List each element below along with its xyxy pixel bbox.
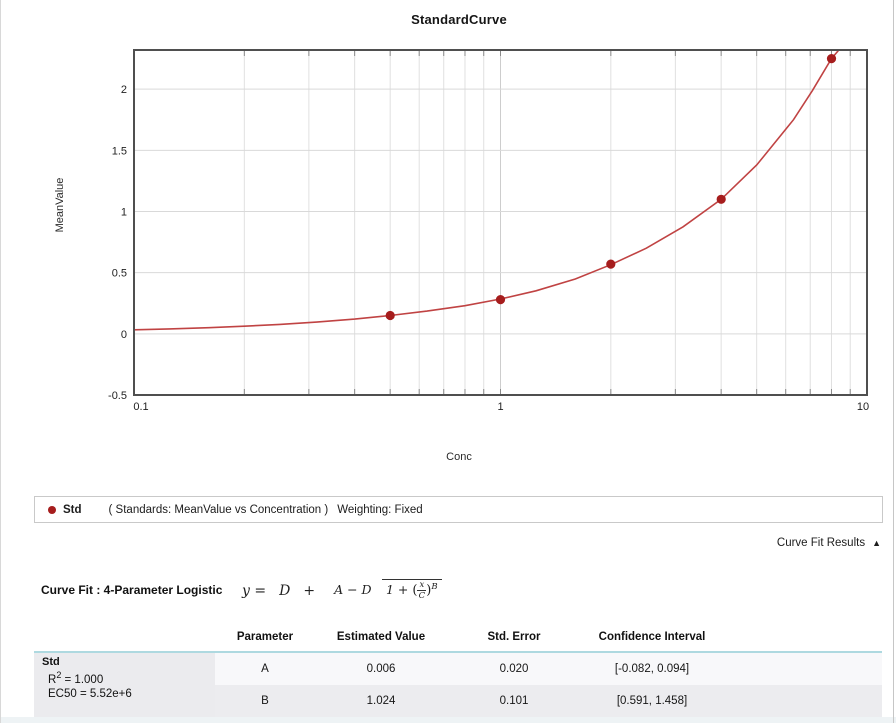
svg-text:0.1: 0.1 xyxy=(133,401,148,413)
formula-exponent: B xyxy=(431,581,438,592)
header-confidence-interval: Confidence Interval xyxy=(598,631,706,643)
cell-estimated-value: 0.006 xyxy=(366,663,396,675)
cell-parameter: B xyxy=(261,695,269,707)
curve-fit-results-toggle[interactable]: Curve Fit Results ▲ xyxy=(777,537,881,549)
formula-numerator: A − D xyxy=(334,582,372,597)
svg-text:1: 1 xyxy=(497,401,503,413)
header-std-error: Std. Error xyxy=(487,631,541,643)
formula-fraction: A − D 1 + (x C)B xyxy=(328,579,442,601)
standard-curve-plot: -0.5 0 0.5 1 1.5 2 0.1 1 10 xyxy=(108,49,869,413)
cell-std-error: 0.020 xyxy=(499,663,529,675)
svg-text:1: 1 xyxy=(121,207,127,219)
curve-fit-type-label: Curve Fit : 4-Parameter Logistic xyxy=(41,583,223,597)
group-r2: R2 = 1.000 xyxy=(48,670,104,686)
svg-text:0.5: 0.5 xyxy=(112,268,127,280)
legend-bar: Std ( Standards: MeanValue vs Concentrat… xyxy=(34,496,883,523)
window-right-border xyxy=(893,0,894,723)
legend-weighting-text: Weighting: Fixed xyxy=(337,503,423,516)
std-group-summary: Std R2 = 1.000 EC50 = 5.52e+6 xyxy=(34,653,215,717)
svg-text:0: 0 xyxy=(121,329,127,341)
table-row: B 1.024 0.101 [0.591, 1.458] xyxy=(215,685,882,717)
cell-confidence-interval: [0.591, 1.458] xyxy=(616,695,688,707)
curve-fit-formula: y = D + A − D 1 + (x C)B xyxy=(242,563,442,618)
svg-text:1.5: 1.5 xyxy=(112,145,127,157)
header-estimated-value: Estimated Value xyxy=(336,631,426,643)
group-ec50: EC50 = 5.52e+6 xyxy=(48,687,132,700)
chart-title: StandardCurve xyxy=(411,12,507,27)
table-header-rule xyxy=(34,651,882,653)
cell-estimated-value: 1.024 xyxy=(366,695,396,707)
curve-fit-results-label: Curve Fit Results xyxy=(776,537,866,549)
collapse-up-icon: ▲ xyxy=(872,538,881,548)
table-row: A 0.006 0.020 [-0.082, 0.094] xyxy=(215,653,882,685)
legend-scope-text: ( Standards: MeanValue vs Concentration … xyxy=(108,503,329,516)
formula-denominator: 1 + (x C)B xyxy=(382,579,442,600)
formula-plus: + xyxy=(303,582,316,599)
cell-parameter: A xyxy=(261,663,269,675)
legend-series-name: Std xyxy=(63,503,82,516)
svg-text:-0.5: -0.5 xyxy=(108,390,127,402)
formula-d-term: D xyxy=(279,582,291,599)
svg-text:10: 10 xyxy=(857,401,869,413)
y-axis-label: MeanValue xyxy=(54,177,66,233)
x-axis-label: Conc xyxy=(446,451,472,463)
header-parameter: Parameter xyxy=(236,631,294,643)
cell-confidence-interval: [-0.082, 0.094] xyxy=(614,663,690,675)
group-name: Std xyxy=(42,656,60,668)
bottom-edge-strip xyxy=(1,717,896,723)
cell-std-error: 0.101 xyxy=(499,695,529,707)
legend-marker-icon xyxy=(48,505,56,514)
formula-lhs: y = xyxy=(242,582,267,599)
svg-text:2: 2 xyxy=(121,84,127,96)
